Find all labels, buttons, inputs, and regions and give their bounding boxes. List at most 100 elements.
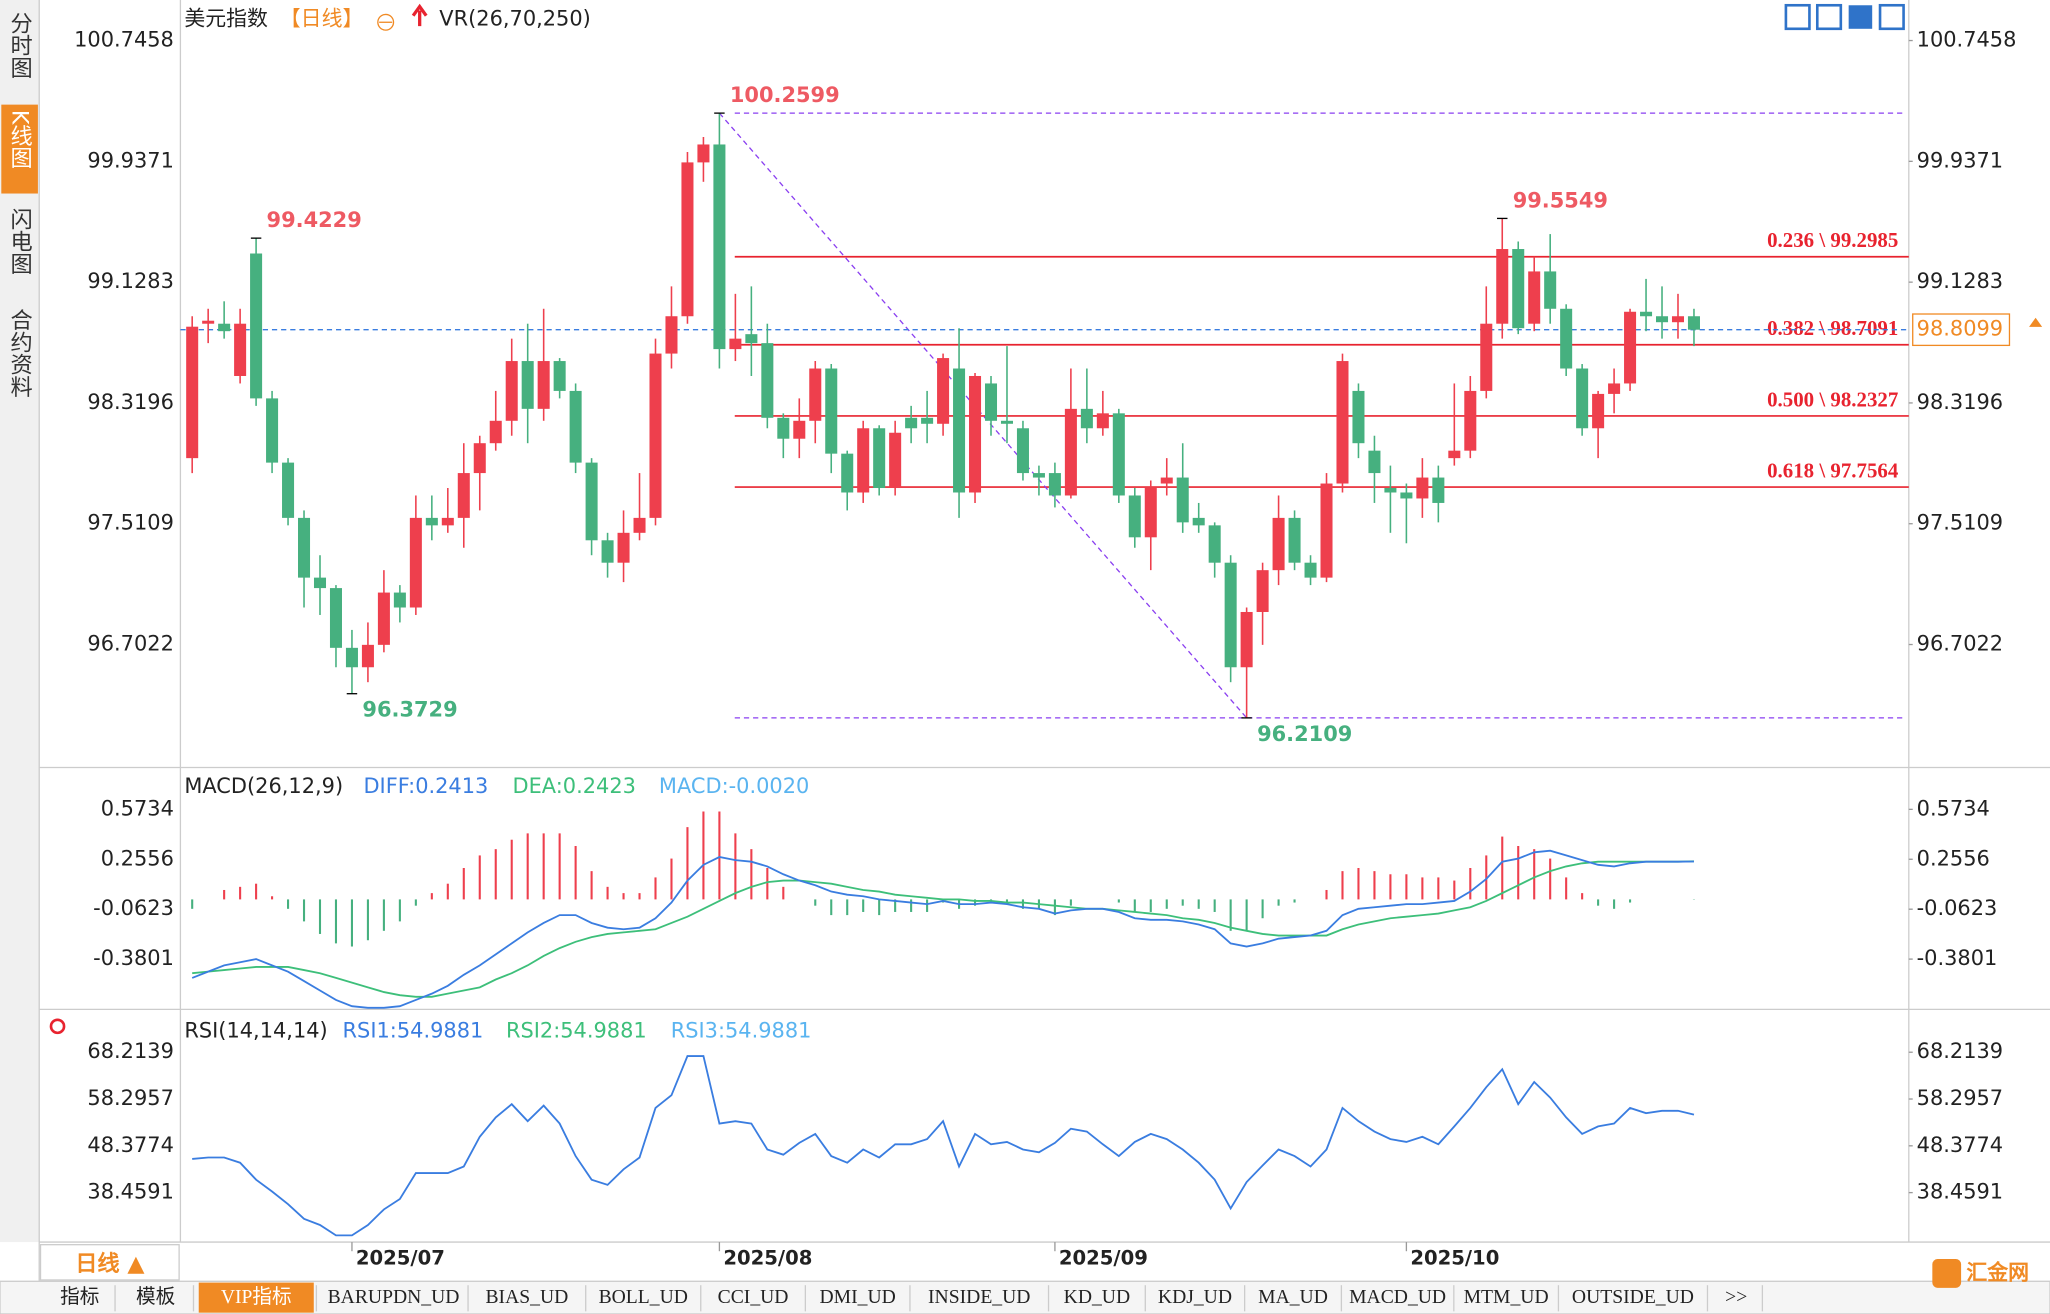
candle-body: [1464, 390, 1477, 451]
footer-tab[interactable]: BOLL_UD: [599, 1287, 688, 1308]
fib-label: 0.618 \ 97.7564: [1767, 458, 1899, 482]
candle-body: [889, 432, 902, 489]
candle-body: [857, 428, 870, 493]
candle-body: [186, 326, 199, 459]
footer-tab[interactable]: CCI_UD: [718, 1287, 789, 1308]
candle-body: [425, 517, 438, 526]
candle-body: [329, 588, 342, 648]
period-button-box[interactable]: [39, 1244, 180, 1281]
dea-line: [192, 860, 1694, 998]
legend-entry: RSI3:54.9881: [671, 1019, 812, 1043]
candle-body: [1224, 562, 1237, 668]
footer-tab[interactable]: KD_UD: [1064, 1287, 1130, 1308]
candle-body: [713, 144, 726, 350]
settings-icon[interactable]: [49, 1018, 66, 1035]
footer-tab[interactable]: OUTSIDE_UD: [1572, 1287, 1694, 1308]
sidebar-tab-label[interactable]: K线图: [7, 110, 33, 169]
sidebar-tab-label[interactable]: 闪电图: [7, 207, 33, 274]
period-label[interactable]: 【日线】: [280, 7, 364, 31]
tool-icon[interactable]: [1848, 5, 1873, 29]
candle-body: [585, 462, 598, 541]
tool-icon[interactable]: [1878, 3, 1905, 31]
footer-tab[interactable]: >>: [1725, 1287, 1747, 1308]
candle-body: [1080, 408, 1093, 429]
candle-body: [1096, 413, 1109, 429]
footer-tab[interactable]: DMI_UD: [820, 1287, 896, 1308]
candle-body: [1304, 562, 1317, 578]
candle-body: [1288, 517, 1301, 563]
sidebar-tab-label[interactable]: 分时图: [7, 11, 33, 78]
y-tick-label: 38.4591: [87, 1180, 173, 1204]
sidebar-tab[interactable]: [1, 6, 38, 99]
fib-label: 0.500 \ 98.2327: [1767, 387, 1898, 411]
indicator-label[interactable]: VR(26,70,250): [439, 7, 591, 31]
candle-body: [1032, 473, 1045, 478]
candle-body: [313, 577, 327, 589]
candle-body: [697, 144, 710, 163]
candle-body: [1192, 517, 1205, 526]
candle-body: [1064, 408, 1077, 496]
sidebar-tab[interactable]: [1, 202, 38, 291]
footer-tab[interactable]: BIAS_UD: [485, 1287, 568, 1308]
sidebar-tab[interactable]: [1, 303, 38, 425]
y-tick-label: 99.1283: [87, 269, 173, 293]
candle-body: [1640, 311, 1653, 317]
y-tick-label: 0.2556: [101, 846, 174, 870]
footer-tab[interactable]: 指标: [60, 1286, 99, 1308]
add-icon[interactable]: [377, 13, 395, 31]
footer-tab[interactable]: MACD_UD: [1349, 1287, 1446, 1308]
sidebar-tab-label[interactable]: 合约资料: [7, 308, 33, 398]
y-tick-label-right: -0.3801: [1917, 946, 1998, 970]
y-tick-label-right: 100.7458: [1917, 28, 2017, 52]
candle-body: [1656, 316, 1669, 323]
candle-body: [1576, 368, 1589, 429]
pane-title: MACD(26,12,9): [184, 774, 343, 798]
y-tick-label-right: 99.1283: [1917, 269, 2003, 293]
candle-body: [1687, 316, 1700, 330]
candle-body: [617, 532, 630, 563]
legend-entry: RSI2:54.9881: [506, 1019, 647, 1043]
candle-body: [1448, 450, 1461, 459]
extreme-label: 100.2599: [730, 83, 840, 107]
y-tick-label: 100.7458: [74, 28, 174, 52]
tool-icon[interactable]: [1815, 3, 1843, 31]
footer-tab-bg[interactable]: [198, 1282, 314, 1313]
candle-body: [1400, 492, 1413, 499]
candle-body: [1240, 611, 1253, 668]
y-tick-label-right: 0.5734: [1917, 796, 1990, 820]
candle-body: [537, 361, 550, 409]
legend-entry: MACD:-0.0020: [659, 774, 809, 798]
candle-body: [1592, 393, 1605, 429]
period-button[interactable]: 日线 ▲: [75, 1250, 145, 1277]
candle-body: [1528, 271, 1541, 324]
y-tick-label: -0.0623: [93, 896, 174, 920]
candle-body: [1512, 249, 1525, 329]
candle-body: [825, 368, 838, 454]
footer-tab[interactable]: KDJ_UD: [1158, 1287, 1232, 1308]
fib-label: 0.382 \ 98.7091: [1767, 316, 1898, 340]
swing-diagonal: [718, 112, 1248, 719]
candle-body: [905, 417, 918, 429]
instrument-title: 美元指数: [184, 7, 268, 31]
sidebar-tab[interactable]: [1, 104, 38, 194]
arrow-icon: [411, 3, 428, 27]
rsi-line: [192, 1055, 1695, 1237]
x-tick-label: 2025/08: [723, 1247, 812, 1270]
footer-tab[interactable]: BARUPDN_UD: [328, 1287, 460, 1308]
candle-body: [489, 420, 502, 444]
y-tick-label-right: 0.2556: [1917, 846, 1990, 870]
last-price-label: 98.8099: [1917, 317, 2003, 341]
tool-icon[interactable]: [1784, 3, 1811, 31]
footer-tab[interactable]: MA_UD: [1258, 1287, 1328, 1308]
candle-body: [1368, 450, 1381, 474]
candle-body: [473, 443, 486, 474]
footer-tab[interactable]: 模板: [136, 1286, 175, 1308]
footer-tab[interactable]: VIP指标: [221, 1286, 292, 1308]
toolbar: [1784, 3, 1905, 31]
candle-body: [953, 368, 966, 493]
y-tick-label-right: 38.4591: [1917, 1180, 2003, 1204]
footer-tab[interactable]: MTM_UD: [1464, 1287, 1549, 1308]
footer-tab[interactable]: INSIDE_UD: [928, 1287, 1030, 1308]
logo: 汇金网: [1966, 1260, 2029, 1284]
